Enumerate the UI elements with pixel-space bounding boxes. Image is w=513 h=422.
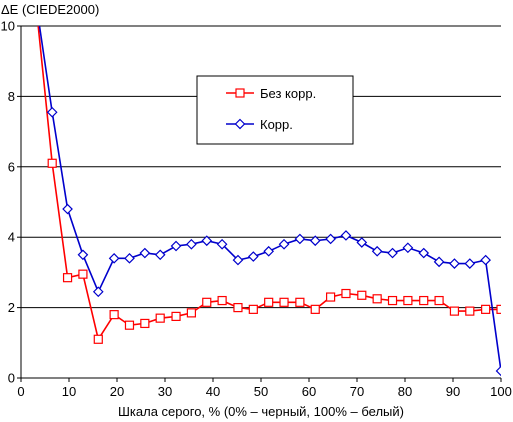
- data-point-korr: [92, 286, 104, 298]
- data-point-bez-korr: [233, 303, 243, 313]
- data-point-bez-korr: [109, 310, 119, 320]
- data-point-bez-korr: [93, 334, 103, 344]
- data-point-korr: [449, 258, 460, 269]
- legend-marker-bez-korr: [235, 88, 245, 98]
- x-tick-label: 90: [446, 384, 460, 399]
- x-tick-label: 30: [158, 384, 172, 399]
- data-point-bez-korr: [155, 313, 165, 323]
- data-point-bez-korr: [310, 304, 320, 314]
- y-tick-label: 2: [8, 300, 15, 315]
- data-point-korr: [387, 247, 398, 259]
- axes: [17, 25, 502, 382]
- series-korr: [38, 26, 501, 377]
- data-point-korr: [340, 230, 352, 241]
- x-tick-label: 80: [398, 384, 412, 399]
- gridlines: [21, 25, 501, 309]
- data-point-korr: [108, 252, 120, 264]
- data-point-bez-korr: [434, 295, 444, 306]
- y-axis-title: ΔE (CIEDE2000): [1, 2, 99, 17]
- data-point-bez-korr: [186, 308, 196, 318]
- x-tick-label: 100: [490, 384, 512, 399]
- data-point-korr: [124, 252, 135, 264]
- data-point-korr: [309, 235, 321, 247]
- x-tick-label: 0: [17, 384, 24, 399]
- data-point-bez-korr: [449, 306, 460, 316]
- data-point-korr: [464, 258, 476, 269]
- series-bez-korr: [37, 26, 501, 344]
- data-point-korr: [170, 240, 182, 252]
- x-tick-label: 20: [110, 384, 124, 399]
- legend-label-bez-korr: Без корр.: [260, 86, 316, 101]
- data-point-bez-korr: [372, 294, 382, 304]
- data-point-korr: [495, 365, 501, 377]
- y-tick-label: 6: [8, 159, 15, 174]
- data-point-bez-korr: [140, 318, 150, 329]
- data-point-korr: [356, 237, 368, 248]
- x-tick-label: 70: [350, 384, 364, 399]
- data-point-korr: [139, 247, 151, 259]
- data-point-bez-korr: [496, 304, 501, 314]
- data-point-korr: [216, 238, 228, 250]
- data-point-korr: [154, 249, 166, 261]
- series-layer: [37, 26, 501, 377]
- data-point-bez-korr: [403, 295, 413, 306]
- data-point-bez-korr: [279, 297, 289, 307]
- data-point-bez-korr: [264, 297, 274, 307]
- data-point-korr: [263, 245, 275, 257]
- data-point-bez-korr: [341, 288, 351, 299]
- data-point-korr: [418, 247, 430, 259]
- data-point-bez-korr: [124, 320, 135, 330]
- y-tick-label: 8: [8, 89, 15, 104]
- data-point-bez-korr: [295, 297, 305, 307]
- data-point-korr: [46, 106, 58, 118]
- data-point-korr: [433, 256, 445, 268]
- legend-label-korr: Корр.: [260, 117, 293, 132]
- x-tick-label: 60: [302, 384, 316, 399]
- data-point-bez-korr: [78, 269, 88, 279]
- data-point-korr: [294, 233, 306, 245]
- data-point-korr: [402, 242, 414, 254]
- x-tick-label: 10: [62, 384, 76, 399]
- x-tick-label: 50: [254, 384, 268, 399]
- data-point-bez-korr: [465, 306, 475, 316]
- data-point-korr: [186, 238, 197, 250]
- data-point-bez-korr: [481, 304, 491, 314]
- x-tick-labels: 0 10 20 30 40 50 60 70 80 90 100: [17, 384, 511, 399]
- data-point-korr: [278, 238, 290, 250]
- data-point-bez-korr: [248, 304, 258, 314]
- data-point-korr: [325, 233, 336, 245]
- data-point-korr: [371, 245, 383, 257]
- y-tick-label: 0: [8, 371, 15, 386]
- data-point-bez-korr: [419, 295, 429, 306]
- x-tick-label: 40: [206, 384, 220, 399]
- legend-marker-korr: [234, 118, 246, 130]
- data-point-bez-korr: [217, 295, 227, 306]
- data-point-korr: [232, 254, 244, 266]
- data-point-korr: [201, 235, 213, 247]
- data-point-korr: [480, 254, 491, 266]
- y-tick-labels: 0 2 4 6 8 10: [1, 19, 15, 386]
- y-tick-label: 10: [1, 19, 15, 34]
- y-tick-label: 4: [8, 230, 15, 245]
- legend-box: [196, 75, 354, 145]
- data-point-bez-korr: [47, 158, 57, 168]
- data-point-bez-korr: [326, 292, 336, 302]
- legend: Без корр. Корр.: [196, 75, 354, 145]
- data-point-bez-korr: [357, 290, 367, 300]
- data-point-korr: [62, 203, 73, 215]
- data-point-bez-korr: [202, 297, 212, 307]
- data-point-korr: [247, 251, 259, 262]
- data-point-korr: [77, 249, 89, 261]
- data-point-bez-korr: [171, 311, 181, 321]
- data-point-bez-korr: [387, 295, 398, 306]
- x-axis-title: Шкала серого, % (0% – черный, 100% – бел…: [118, 404, 404, 419]
- data-point-bez-korr: [62, 273, 73, 283]
